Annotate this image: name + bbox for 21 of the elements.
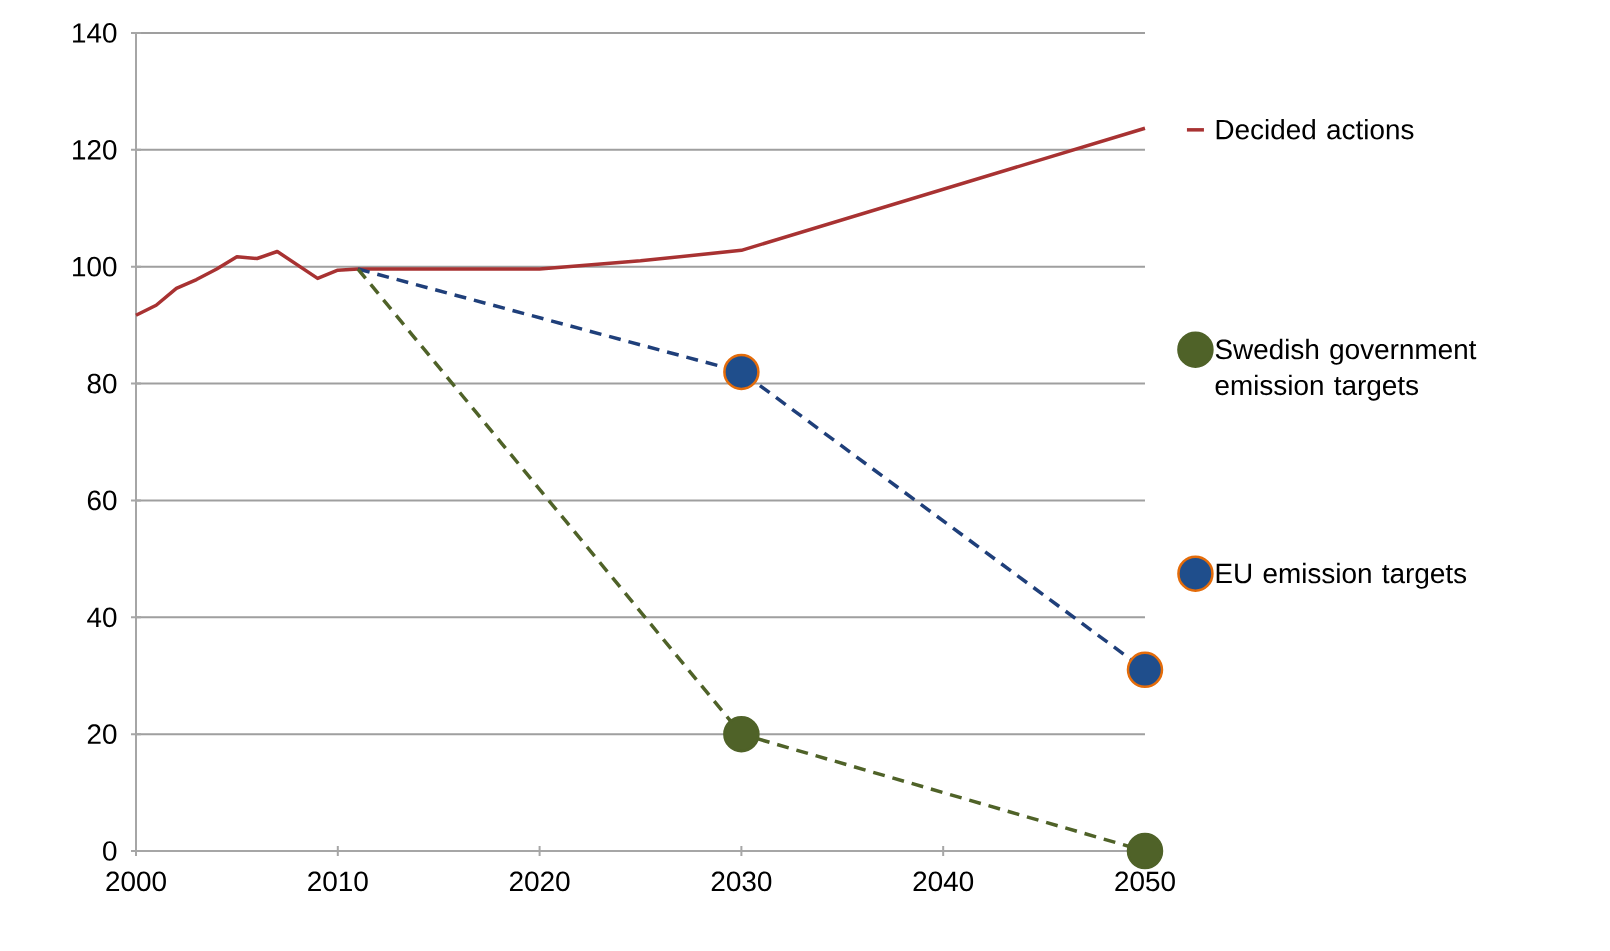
y-tick-label: 60 (87, 490, 117, 511)
x-tick-label: 2010 (308, 871, 368, 892)
point (1126, 651, 1164, 689)
legend-label: Swedish government emission targets (1215, 338, 1477, 401)
point (723, 353, 760, 391)
legend-label: Decided actions (1216, 119, 1414, 140)
legend-label: EU emission targets (1216, 562, 1467, 589)
x-tick-label: 2000 (106, 871, 166, 892)
y-tick-label: 140 (73, 23, 117, 43)
x-tick-label: 2030 (711, 871, 772, 892)
x-tick-label: 2040 (913, 871, 974, 892)
y-tick-label: 0 (103, 841, 117, 861)
y-tick-label: 80 (87, 373, 117, 394)
x-tick-label: 2050 (1115, 871, 1175, 892)
x-tick-label: 2020 (509, 871, 570, 892)
point (723, 715, 760, 753)
y-tick-label: 40 (87, 607, 117, 628)
y-tick-label: 100 (73, 256, 117, 277)
y-tick-label: 120 (73, 139, 117, 160)
y-tick-label: 20 (87, 724, 117, 745)
point (1126, 832, 1164, 870)
